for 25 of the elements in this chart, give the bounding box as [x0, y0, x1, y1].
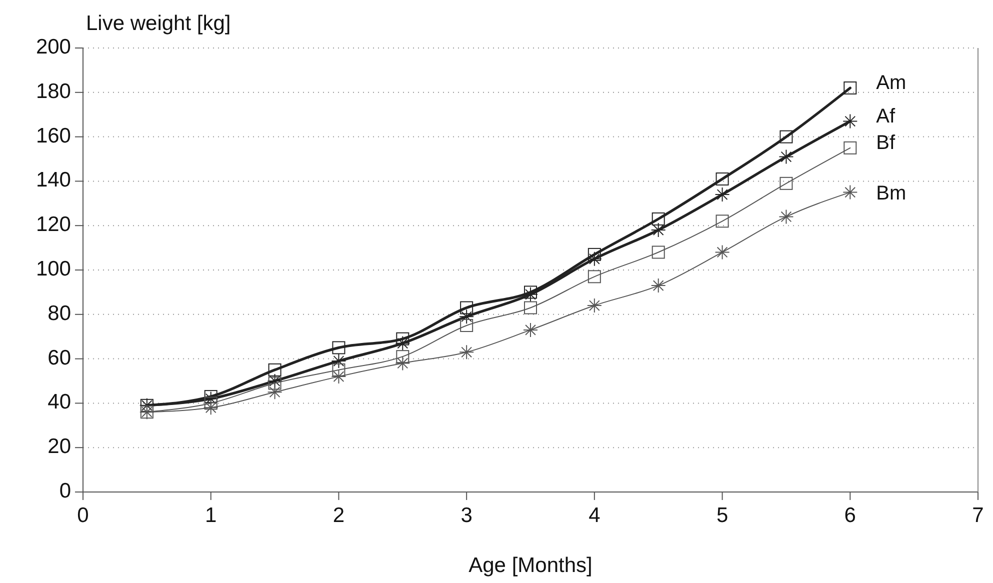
- x-tick-label: 0: [77, 504, 89, 527]
- x-tick-label: 5: [716, 504, 728, 527]
- x-tick-label: 1: [205, 504, 217, 527]
- y-tick-label: 40: [48, 390, 71, 414]
- y-tick-label: 200: [36, 36, 71, 59]
- x-tick-label: 7: [972, 504, 984, 527]
- x-tick-label: 6: [844, 504, 856, 527]
- x-tick-label: 2: [332, 504, 345, 527]
- x-tick-label: 4: [588, 504, 601, 527]
- x-tick-label: 3: [460, 504, 472, 527]
- y-tick-label: 0: [59, 480, 71, 503]
- y-tick-label: 80: [48, 302, 71, 325]
- series-label: Bf: [876, 132, 896, 154]
- series-label: Af: [876, 106, 896, 128]
- y-tick-label: 120: [36, 213, 71, 236]
- y-tick-label: 20: [48, 435, 71, 458]
- x-axis-title: Age [Months]: [468, 554, 592, 577]
- y-tick-label: 140: [36, 168, 71, 192]
- series-label: Am: [876, 72, 906, 94]
- series-label: Bm: [876, 182, 906, 205]
- y-tick-label: 100: [36, 258, 71, 281]
- y-axis-title: Live weight [kg]: [86, 12, 231, 35]
- y-tick-label: 160: [36, 124, 71, 148]
- y-tick-label: 60: [48, 346, 71, 370]
- y-tick-label: 180: [36, 80, 71, 103]
